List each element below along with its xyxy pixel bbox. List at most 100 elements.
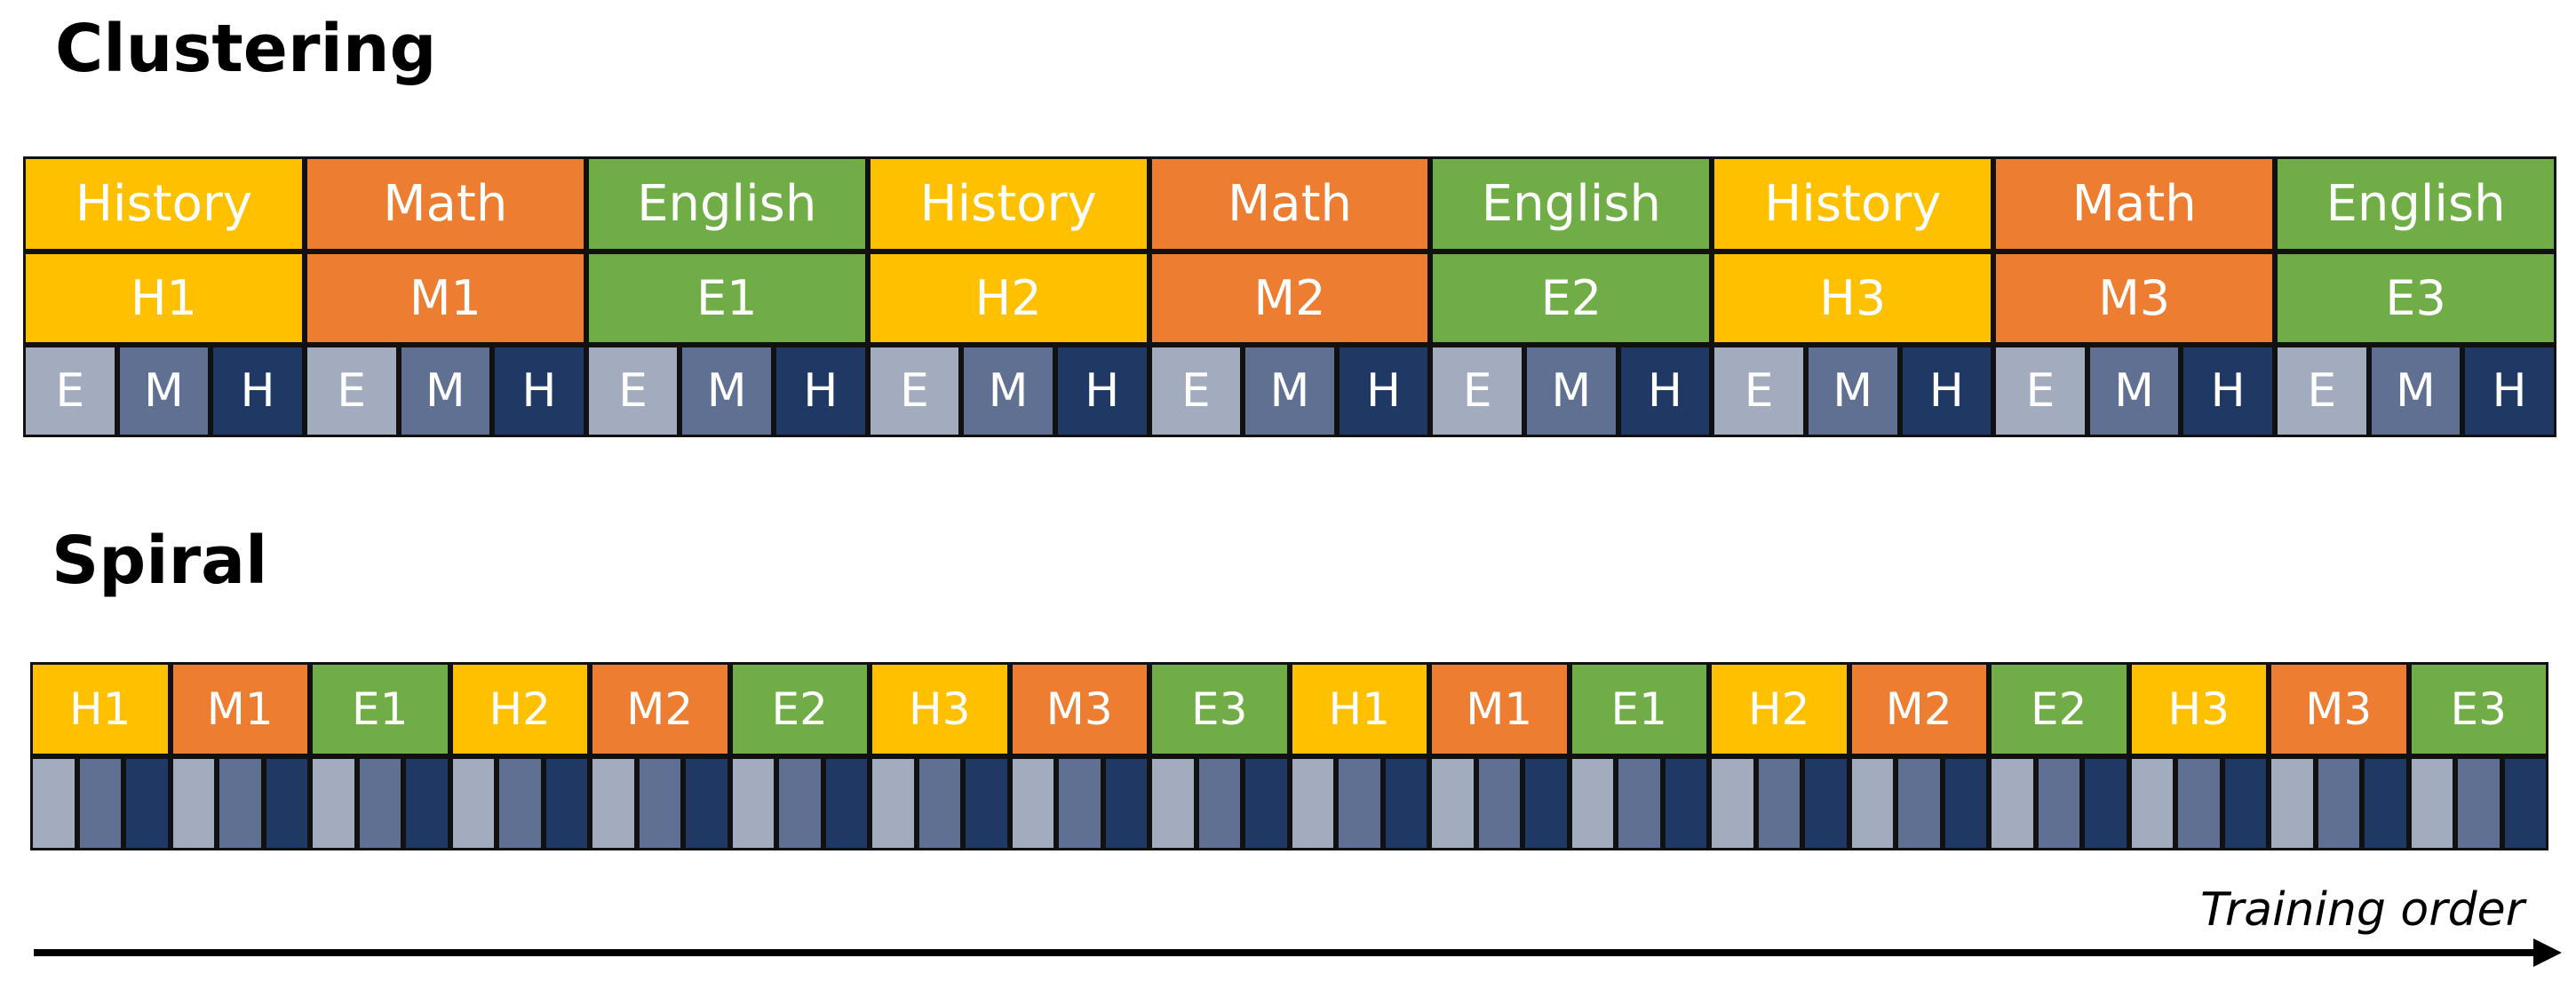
spiral-difficulty-cell	[1056, 756, 1103, 850]
spiral-unit-cell: E2	[729, 662, 870, 756]
clustering-difficulty-cell: M	[1805, 345, 1900, 437]
spiral-difficulty-cell	[356, 756, 403, 850]
clustering-difficulty-cell: H	[1618, 345, 1713, 437]
clustering-difficulty-cell: E	[1149, 345, 1244, 437]
clustering-difficulty-cell: M	[1524, 345, 1618, 437]
clustering-subject-cell: History	[1712, 156, 1994, 251]
spiral-unit-cell: M2	[590, 662, 730, 756]
clustering-subject-row: History Math English History Math English Hist…	[23, 156, 2557, 251]
spiral-difficulty-cell	[123, 756, 171, 850]
clustering-difficulty-cell: M	[398, 345, 493, 437]
spiral-difficulty-cell	[2222, 756, 2269, 850]
spiral-difficulty-cell	[1429, 756, 1476, 850]
spiral-difficulty-cell	[1102, 756, 1149, 850]
spiral-difficulty-cell	[916, 756, 963, 850]
clustering-subject-cell: History	[867, 156, 1149, 251]
clustering-difficulty-cell: M	[2368, 345, 2463, 437]
clustering-subject-cell: History	[23, 156, 305, 251]
spiral-difficulty-cell	[823, 756, 870, 850]
spiral-difficulty-cell	[2501, 756, 2548, 850]
clustering-difficulty-cell: H	[1899, 345, 1994, 437]
spiral-difficulty-cell	[1802, 756, 1849, 850]
clustering-unit-cell: M3	[1993, 251, 2276, 345]
spiral-unit-cell: E2	[1989, 662, 2129, 756]
clustering-difficulty-cell: H	[492, 345, 586, 437]
spiral-unit-cell: H3	[2128, 662, 2269, 756]
training-order-arrow	[34, 938, 2562, 967]
spiral-difficulty-cell	[217, 756, 264, 850]
clustering-unit-cell: M1	[304, 251, 586, 345]
clustering-difficulty-cell: E	[2275, 345, 2369, 437]
spiral-difficulty-cell	[1942, 756, 1989, 850]
spiral-unit-cell: H2	[449, 662, 590, 756]
spiral-difficulty-cell	[776, 756, 823, 850]
spiral-difficulty-cell	[2035, 756, 2082, 850]
clustering-difficulty-cell: E	[585, 345, 680, 437]
spiral-difficulty-cell	[263, 756, 310, 850]
spiral-difficulty-cell	[170, 756, 217, 850]
spiral-difficulty-cell	[497, 756, 544, 850]
spiral-difficulty-cell	[1009, 756, 1056, 850]
spiral-difficulty-cell	[543, 756, 590, 850]
spiral-difficulty-cell	[1616, 756, 1663, 850]
spiral-unit-cell: M3	[1009, 662, 1149, 756]
clustering-title: Clustering	[55, 11, 437, 87]
clustering-difficulty-cell: H	[1336, 345, 1431, 437]
spiral-unit-cell: M2	[1849, 662, 1989, 756]
clustering-difficulty-cell: E	[1993, 345, 2087, 437]
clustering-unit-cell: E2	[1430, 251, 1713, 345]
clustering-subject-cell: English	[2275, 156, 2557, 251]
spiral-title: Spiral	[52, 523, 268, 599]
spiral-unit-cell: E3	[1149, 662, 1290, 756]
spiral-difficulty-cell	[1243, 756, 1290, 850]
spiral-difficulty-cell	[1289, 756, 1336, 850]
spiral-unit-cell: M3	[2269, 662, 2409, 756]
spiral-difficulty-cell	[403, 756, 450, 850]
clustering-difficulty-cell: M	[1243, 345, 1337, 437]
spiral-difficulty-cell	[2455, 756, 2502, 850]
spiral-unit-cell: H3	[870, 662, 1010, 756]
clustering-subject-cell: Math	[1993, 156, 2276, 251]
clustering-difficulty-cell: E	[1430, 345, 1524, 437]
spiral-difficulty-cell	[1709, 756, 1756, 850]
spiral-unit-cell: E1	[310, 662, 450, 756]
spiral-difficulty-cell	[76, 756, 123, 850]
clustering-difficulty-cell: M	[680, 345, 774, 437]
spiral-difficulty-cell	[1755, 756, 1802, 850]
clustering-subject-cell: English	[1430, 156, 1713, 251]
clustering-difficulty-cell: H	[211, 345, 305, 437]
spiral-difficulty-cell	[2315, 756, 2362, 850]
spiral-difficulty-cell	[2175, 756, 2222, 850]
spiral-difficulty-cell	[2362, 756, 2409, 850]
spiral-difficulty-cell	[963, 756, 1010, 850]
clustering-difficulty-cell: E	[23, 345, 117, 437]
spiral-difficulty-cell	[683, 756, 730, 850]
clustering-unit-cell: H2	[867, 251, 1149, 345]
spiral-difficulty-cell	[870, 756, 917, 850]
spiral-difficulty-cell	[1382, 756, 1429, 850]
spiral-difficulty-cell	[2269, 756, 2316, 850]
clustering-unit-cell: E3	[2275, 251, 2557, 345]
spiral-difficulty-cell	[1336, 756, 1383, 850]
spiral-unit-cell: M1	[1429, 662, 1570, 756]
spiral-difficulty-cell	[1475, 756, 1523, 850]
spiral-unit-cell: H1	[1289, 662, 1429, 756]
spiral-difficulty-cell	[1149, 756, 1197, 850]
clustering-difficulty-cell: E	[304, 345, 399, 437]
spiral-difficulty-cell	[1989, 756, 2036, 850]
spiral-difficulty-row	[30, 756, 2548, 850]
spiral-difficulty-cell	[1662, 756, 1709, 850]
spiral-unit-cell: E1	[1569, 662, 1709, 756]
clustering-unit-row: H1 M1 E1 H2 M2 E2 H3 M3 E3	[23, 251, 2557, 345]
spiral-difficulty-cell	[1849, 756, 1896, 850]
clustering-difficulty-cell: E	[867, 345, 962, 437]
clustering-difficulty-cell: M	[2087, 345, 2182, 437]
spiral-difficulty-cell	[1196, 756, 1243, 850]
clustering-difficulty-cell: H	[1054, 345, 1149, 437]
spiral-difficulty-cell	[636, 756, 683, 850]
clustering-difficulty-cell: M	[116, 345, 211, 437]
spiral-unit-cell: H2	[1709, 662, 1849, 756]
spiral-unit-cell: H1	[30, 662, 171, 756]
clustering-unit-cell: H3	[1712, 251, 1994, 345]
spiral-difficulty-cell	[590, 756, 637, 850]
